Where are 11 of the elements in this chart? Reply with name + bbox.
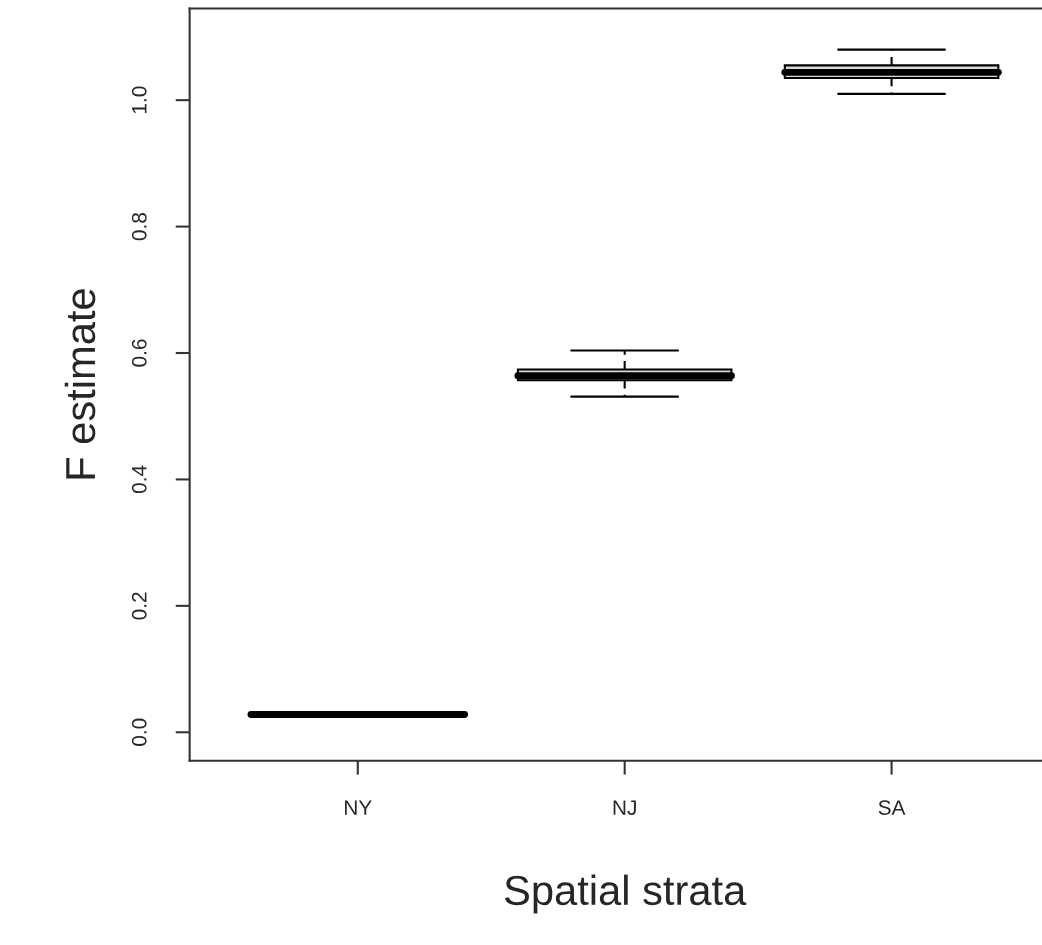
y-tick-label: 0.4	[131, 465, 147, 494]
y-tick-label: 0.6	[131, 339, 147, 367]
y-tick-label: 0.0	[131, 718, 147, 746]
x-tick-label: NJ	[613, 800, 636, 815]
y-tick-label: 1.0	[131, 86, 147, 114]
y-tick-label: 0.8	[131, 213, 147, 241]
x-tick-label: SA	[878, 800, 906, 815]
x-axis-title: Spatial strata	[504, 874, 747, 914]
x-tick-label: NY	[345, 800, 372, 815]
y-axis-title: F estimate	[64, 289, 96, 479]
y-tick-label: 0.2	[131, 592, 147, 620]
